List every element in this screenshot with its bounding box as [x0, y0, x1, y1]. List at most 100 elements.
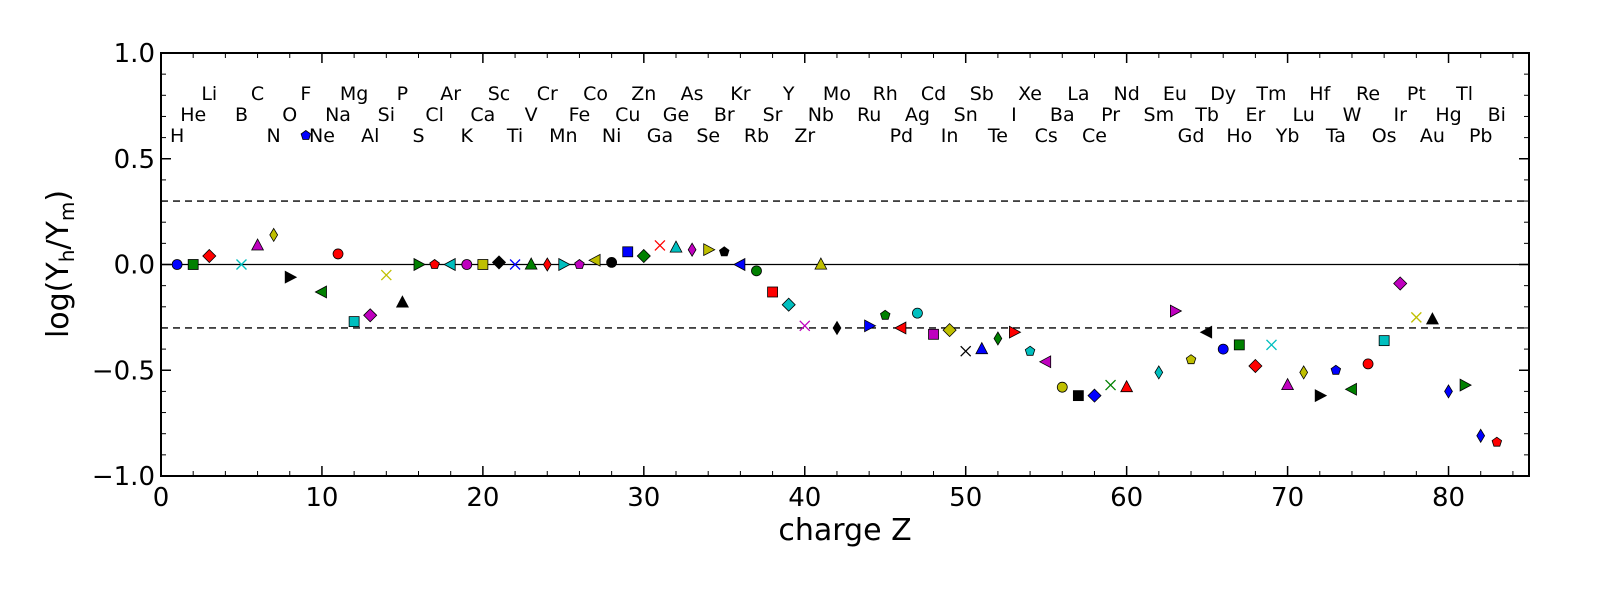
marker-17	[429, 259, 440, 269]
marker-15	[395, 295, 409, 308]
marker-66	[1217, 343, 1229, 355]
marker-27	[588, 253, 601, 267]
marker-56	[1056, 381, 1068, 393]
y-axis-label-end: )	[41, 190, 76, 202]
element-label-si: Si	[378, 104, 395, 126]
element-label-er: Er	[1245, 104, 1265, 126]
marker-stroke	[1105, 379, 1117, 391]
marker-6	[251, 238, 265, 251]
element-label-se: Se	[696, 125, 720, 147]
element-label-ru: Ru	[857, 104, 881, 126]
element-label-k: K	[461, 125, 474, 147]
element-label-tl: Tl	[1455, 83, 1473, 105]
element-label-i: I	[1011, 104, 1017, 126]
marker-52	[993, 331, 1003, 346]
marker-5	[236, 259, 247, 270]
marker-34	[703, 243, 716, 257]
marker-82	[1476, 428, 1486, 444]
marker-54	[1024, 345, 1036, 356]
element-label-lu: Lu	[1293, 104, 1315, 126]
marker-41	[814, 257, 828, 270]
marker-2	[187, 259, 199, 270]
marker-81	[1459, 378, 1472, 392]
element-label-ho: Ho	[1226, 125, 1252, 147]
element-label-zr: Zr	[794, 125, 815, 147]
marker-55	[1038, 355, 1052, 369]
element-label-ga: Ga	[647, 125, 673, 147]
marker-28	[606, 256, 618, 268]
x-tick-label: 20	[466, 483, 499, 513]
marker-18	[443, 257, 456, 272]
marker-stroke	[654, 240, 666, 251]
marker-47	[912, 307, 923, 319]
marker-72	[1314, 389, 1328, 403]
marker-49	[942, 323, 957, 338]
element-label-pt: Pt	[1407, 83, 1426, 105]
x-tick-label: 0	[153, 483, 170, 513]
element-label-ba: Ba	[1050, 104, 1075, 126]
y-tick-label: 1.0	[114, 39, 155, 69]
axis-ticks	[160, 52, 1529, 477]
marker-53	[1009, 325, 1022, 339]
element-label-ce: Ce	[1082, 125, 1107, 147]
element-label-v: V	[525, 104, 538, 126]
element-label-sb: Sb	[970, 83, 994, 105]
marker-22	[509, 259, 521, 270]
reference-lines	[161, 200, 1529, 329]
element-label-dy: Dy	[1210, 83, 1236, 105]
marker-1	[171, 259, 183, 270]
marker-73	[1330, 364, 1342, 375]
element-label-li: Li	[201, 83, 217, 105]
marker-65	[1199, 325, 1213, 339]
marker-8	[284, 270, 298, 284]
marker-50	[960, 345, 972, 357]
x-tick-label: 40	[788, 483, 821, 513]
element-label-la: La	[1067, 83, 1089, 105]
marker-14	[380, 269, 392, 281]
element-label-n: N	[267, 125, 281, 147]
marker-stroke	[380, 269, 392, 281]
marker-stroke	[960, 345, 972, 357]
marker-stroke	[799, 320, 811, 332]
y-tick-label: −0.5	[92, 356, 155, 386]
marker-69	[1266, 339, 1277, 351]
element-label-pd: Pd	[890, 125, 914, 147]
x-tick-label: 60	[1110, 483, 1143, 513]
element-label-mo: Mo	[823, 83, 851, 105]
element-label-tm: Tm	[1255, 83, 1286, 105]
marker-62	[1154, 365, 1164, 380]
marker-63	[1170, 304, 1183, 318]
element-label-ar: Ar	[440, 83, 461, 105]
element-label-co: Co	[583, 83, 608, 105]
marker-68	[1248, 358, 1263, 374]
marker-70	[1281, 377, 1295, 391]
marker-83	[1491, 436, 1503, 447]
y-tick-label: 0.0	[114, 251, 155, 281]
element-label-eu: Eu	[1163, 83, 1187, 105]
marker-13	[363, 308, 378, 323]
element-label-y: Y	[782, 83, 795, 105]
marker-38	[767, 286, 778, 298]
element-label-sn: Sn	[954, 104, 978, 126]
marker-23	[524, 257, 538, 270]
marker-stroke	[236, 259, 247, 270]
element-label-w: W	[1343, 104, 1362, 126]
element-label-rh: Rh	[873, 83, 898, 105]
element-label-yb: Yb	[1275, 125, 1300, 147]
element-label-cu: Cu	[615, 104, 640, 126]
element-label-cs: Cs	[1035, 125, 1058, 147]
marker-77	[1393, 276, 1408, 291]
y-axis-label: log(Yh/Ym)	[41, 190, 79, 338]
marker-80	[1444, 384, 1453, 399]
marker-76	[1378, 335, 1390, 347]
element-label-rb: Rb	[744, 125, 769, 147]
element-label-pb: Pb	[1469, 125, 1493, 147]
element-label-nb: Nb	[808, 104, 834, 126]
y-tick-label: 0.5	[114, 145, 155, 175]
element-label-te: Te	[987, 125, 1008, 147]
element-label-xe: Xe	[1018, 83, 1042, 105]
element-label-zn: Zn	[631, 83, 656, 105]
marker-10	[314, 285, 327, 299]
